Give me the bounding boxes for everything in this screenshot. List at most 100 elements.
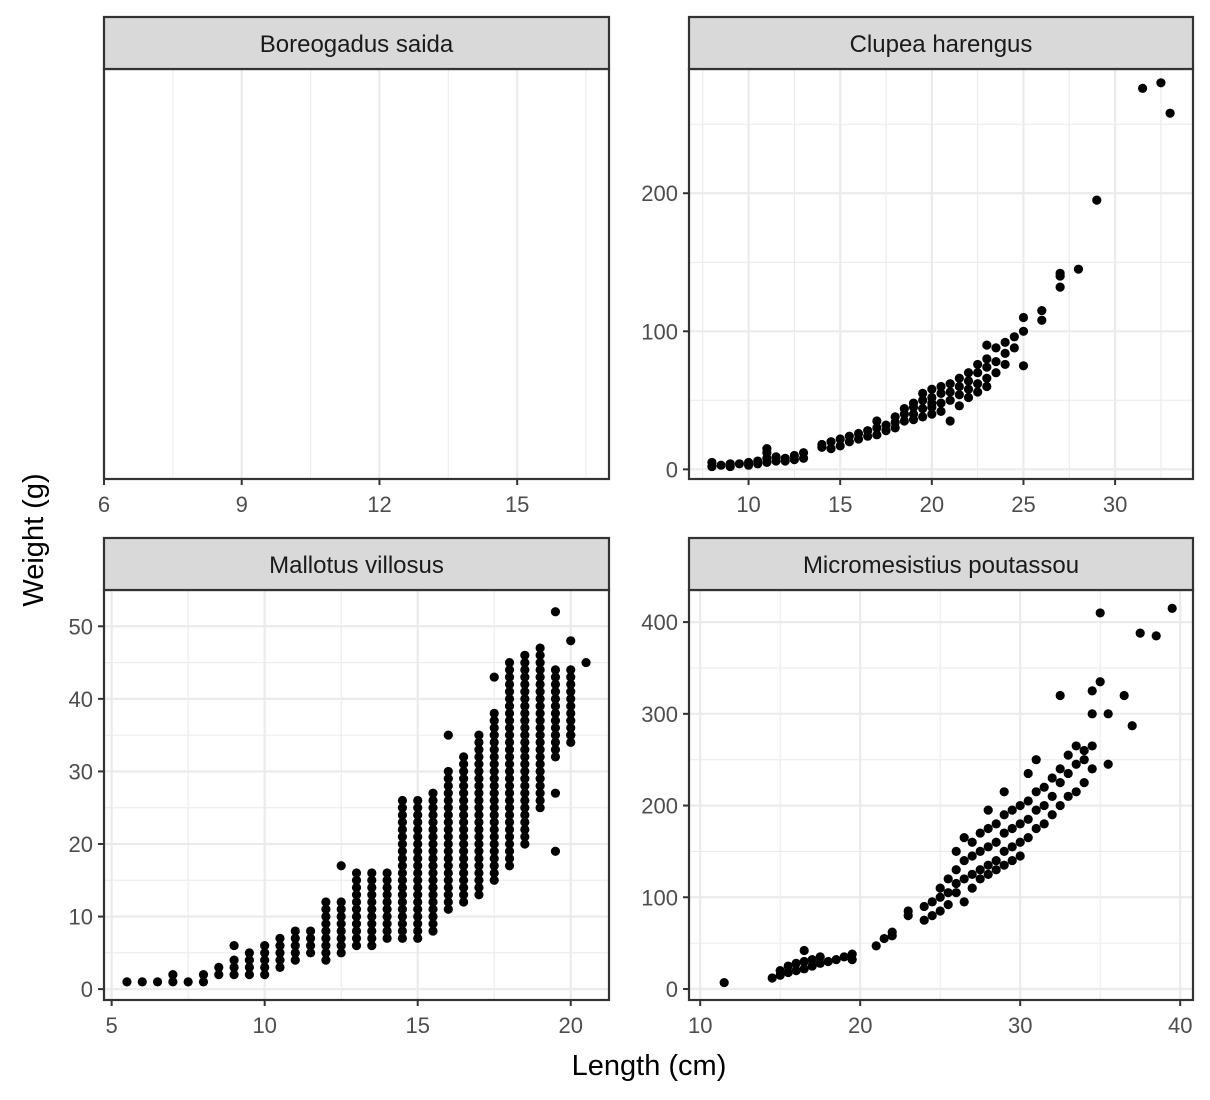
- data-point: [351, 911, 362, 922]
- data-point: [1031, 787, 1041, 797]
- data-point: [520, 759, 530, 769]
- data-point: [823, 956, 833, 967]
- data-point: [973, 359, 983, 370]
- data-point: [1063, 750, 1073, 760]
- data-point: [428, 882, 438, 893]
- data-point: [504, 759, 515, 769]
- data-point: [290, 955, 300, 965]
- data-point: [550, 686, 561, 697]
- data-point: [872, 416, 882, 426]
- panel-background: [104, 69, 609, 479]
- data-point: [443, 868, 453, 878]
- data-point: [520, 745, 530, 755]
- data-point: [799, 964, 809, 974]
- data-point: [489, 723, 499, 733]
- data-point: [999, 828, 1009, 838]
- data-point: [1000, 337, 1010, 347]
- data-point: [1071, 759, 1081, 769]
- y-tick-label: 400: [641, 610, 678, 635]
- data-point: [566, 723, 576, 733]
- data-point: [275, 933, 285, 943]
- data-point: [520, 803, 530, 813]
- data-point: [413, 919, 423, 929]
- data-point: [871, 941, 881, 951]
- data-point: [504, 766, 515, 777]
- y-tick-label: 0: [666, 977, 678, 1002]
- data-point: [872, 423, 882, 433]
- data-point: [918, 388, 928, 399]
- data-point: [1063, 791, 1073, 801]
- data-point: [535, 803, 545, 813]
- x-tick-label: 5: [106, 1013, 118, 1038]
- facet-strip: [687, 15, 1195, 71]
- data-point: [474, 730, 484, 740]
- data-point: [229, 940, 239, 951]
- data-point: [489, 737, 499, 747]
- data-point: [504, 657, 515, 668]
- data-point: [321, 926, 331, 936]
- data-point: [1087, 741, 1097, 751]
- facet-title: Mallotus villosus: [269, 552, 444, 579]
- data-point: [474, 737, 484, 747]
- x-tick-label: 20: [559, 1013, 583, 1038]
- data-point: [413, 926, 423, 936]
- data-point: [367, 940, 377, 951]
- data-point: [367, 890, 377, 900]
- data-point: [489, 708, 499, 718]
- data-point: [397, 853, 408, 864]
- data-point: [413, 911, 423, 922]
- data-point: [919, 915, 929, 925]
- data-point: [1009, 343, 1019, 353]
- data-point: [336, 897, 346, 907]
- data-point: [945, 416, 955, 426]
- data-point: [1055, 690, 1065, 701]
- data-point: [351, 933, 362, 943]
- data-point: [428, 875, 438, 885]
- data-point: [428, 911, 438, 922]
- facet-panel: 5 10 15 20 0 10 20 30 40 50 Mallotus villosus: [69, 536, 611, 1038]
- data-point: [397, 810, 408, 820]
- data-point: [535, 716, 545, 726]
- data-point: [168, 977, 178, 987]
- data-point: [474, 788, 484, 798]
- x-tick-label: 10: [688, 1013, 712, 1038]
- data-point: [397, 933, 408, 943]
- data-point: [413, 853, 423, 864]
- data-point: [260, 948, 270, 958]
- data-point: [336, 948, 346, 958]
- data-point: [1039, 819, 1049, 829]
- data-point: [443, 810, 453, 820]
- data-point: [443, 824, 453, 835]
- data-point: [550, 701, 561, 711]
- data-point: [520, 781, 530, 791]
- data-point: [943, 874, 953, 884]
- data-point: [428, 795, 438, 806]
- data-point: [198, 970, 209, 980]
- data-point: [791, 966, 801, 976]
- data-point: [275, 962, 285, 972]
- data-point: [489, 766, 499, 777]
- data-point: [550, 752, 561, 762]
- data-point: [413, 795, 423, 806]
- data-point: [504, 752, 515, 762]
- data-point: [520, 701, 530, 711]
- data-point: [489, 745, 499, 755]
- data-point: [566, 708, 576, 718]
- data-point: [351, 875, 362, 885]
- data-point: [954, 390, 964, 400]
- data-point: [459, 810, 469, 820]
- data-point: [459, 824, 469, 835]
- data-point: [504, 781, 515, 791]
- data-point: [474, 795, 484, 806]
- data-point: [459, 788, 469, 798]
- data-point: [504, 853, 515, 864]
- data-point: [183, 977, 193, 987]
- data-point: [535, 737, 545, 747]
- data-point: [413, 824, 423, 835]
- data-point: [214, 962, 224, 972]
- data-point: [1119, 690, 1129, 701]
- data-point: [716, 460, 726, 470]
- data-point: [935, 906, 945, 916]
- facet-strip: [102, 536, 611, 592]
- data-point: [1000, 359, 1010, 370]
